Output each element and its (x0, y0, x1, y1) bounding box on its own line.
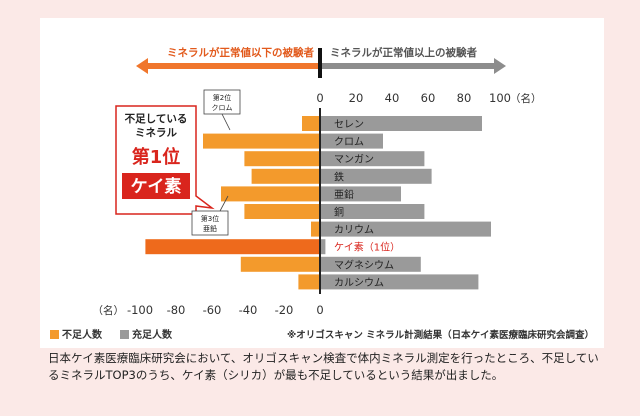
rank3-tag-name: 亜鉛 (203, 224, 217, 233)
bar-deficient (240, 256, 320, 272)
bar-deficient (244, 151, 320, 167)
bar-deficient (311, 221, 320, 237)
bar-sufficient (320, 274, 479, 290)
bottom-tick-label: -60 (203, 303, 222, 317)
bar-sufficient (320, 151, 425, 167)
rank3-tag-box (191, 210, 229, 236)
legend-deficient-swatch (50, 330, 59, 339)
bottom-axis: -100 -80 -60 -40 -20 0 （名） (93, 303, 324, 317)
right-arrow (322, 58, 506, 74)
category-label: ケイ素（1位） (334, 241, 400, 254)
category-label: クロム (334, 136, 364, 148)
header-arrows: ミネラルが正常値以下の被験者 ミネラルが正常値以上の被験者 (136, 46, 506, 78)
bottom-axis-unit: （名） (93, 304, 125, 317)
rank3-tag: 第3位 亜鉛 (191, 195, 229, 236)
bar-sufficient (320, 221, 491, 237)
callout-rank: 第1位 (132, 146, 181, 168)
caption: 日本ケイ素医療臨床研究会において、オリゴスキャン検査で体内ミネラル測定を行ったと… (48, 351, 599, 382)
legend-sufficient-label: 充足人数 (132, 328, 173, 341)
top-tick-label: 40 (385, 91, 400, 105)
bottom-tick-label: -100 (127, 303, 153, 317)
bar-deficient (298, 274, 320, 290)
bar-sufficient (320, 204, 425, 219)
category-label: セレン (334, 119, 364, 131)
rank2-tag-name: クロム (212, 104, 233, 112)
left-arrow (136, 58, 318, 74)
callout: 不足している ミネラル 第1位 ケイ素 (115, 105, 215, 215)
bottom-tick-label: -80 (167, 303, 186, 317)
bar-sufficient (320, 239, 326, 255)
category-label: カリウム (334, 224, 374, 236)
rank2-tag-box (203, 89, 241, 115)
bottom-tick-label: 0 (316, 303, 323, 317)
legend-note: ※オリゴスキャン ミネラル計測結果（日本ケイ素医療臨床研究会調査） (287, 329, 594, 341)
top-tick-label: 100 (489, 91, 511, 105)
callout-mineral: ケイ素 (131, 177, 182, 197)
legend-deficient-label: 不足人数 (62, 328, 103, 341)
category-label: 鉄 (334, 170, 344, 183)
category-label: 亜鉛 (334, 188, 354, 201)
top-tick-label: 0 (316, 91, 323, 105)
bar-deficient (145, 239, 320, 255)
callout-mineral-bg (122, 173, 190, 199)
rank2-tag-pointer (221, 113, 231, 131)
bar-sufficient (320, 116, 482, 131)
bar-sufficient (320, 256, 421, 272)
bar-sufficient (320, 133, 383, 149)
top-tick-label: 80 (457, 91, 472, 105)
bar-deficient (302, 116, 320, 131)
legend: 不足人数 充足人数 ※オリゴスキャン ミネラル計測結果（日本ケイ素医療臨床研究会… (50, 328, 594, 341)
left-arrow-label: ミネラルが正常値以下の被験者 (167, 46, 314, 59)
zero-divider (318, 48, 322, 78)
bar-deficient (203, 133, 320, 149)
top-axis-unit: （名） (510, 92, 542, 105)
bottom-tick-label: -40 (239, 303, 258, 317)
category-label: カルシウム (334, 277, 384, 289)
callout-line2: ミネラル (135, 127, 177, 139)
rank2-tag: 第2位 クロム (203, 89, 241, 131)
rank2-tag-rank: 第2位 (213, 93, 231, 102)
callout-line1: 不足している (125, 113, 188, 125)
top-axis: 0 20 40 60 80 100 （名） (316, 91, 541, 105)
bar-sufficient (320, 186, 401, 202)
bar-deficient (221, 186, 320, 202)
rank3-tag-pointer (219, 195, 229, 212)
top-tick-label: 20 (349, 91, 364, 105)
bar-deficient (251, 168, 320, 184)
bottom-tick-label: -20 (275, 303, 294, 317)
bar-sufficient (320, 168, 432, 184)
category-label: マグネシウム (334, 258, 394, 271)
category-label: 銅 (334, 206, 344, 219)
legend-sufficient-swatch (120, 330, 129, 339)
bar-deficient (244, 204, 320, 219)
category-label: マンガン (334, 154, 374, 166)
top-tick-label: 60 (421, 91, 436, 105)
chart-card: ミネラルが正常値以下の被験者 ミネラルが正常値以上の被験者 0 20 40 60 80 1… (40, 18, 604, 348)
rank3-tag-rank: 第3位 (201, 214, 219, 223)
mineral-bar-chart: ミネラルが正常値以下の被験者 ミネラルが正常値以上の被験者 0 20 40 60 80 1… (50, 46, 594, 341)
right-arrow-label: ミネラルが正常値以上の被験者 (330, 46, 477, 59)
